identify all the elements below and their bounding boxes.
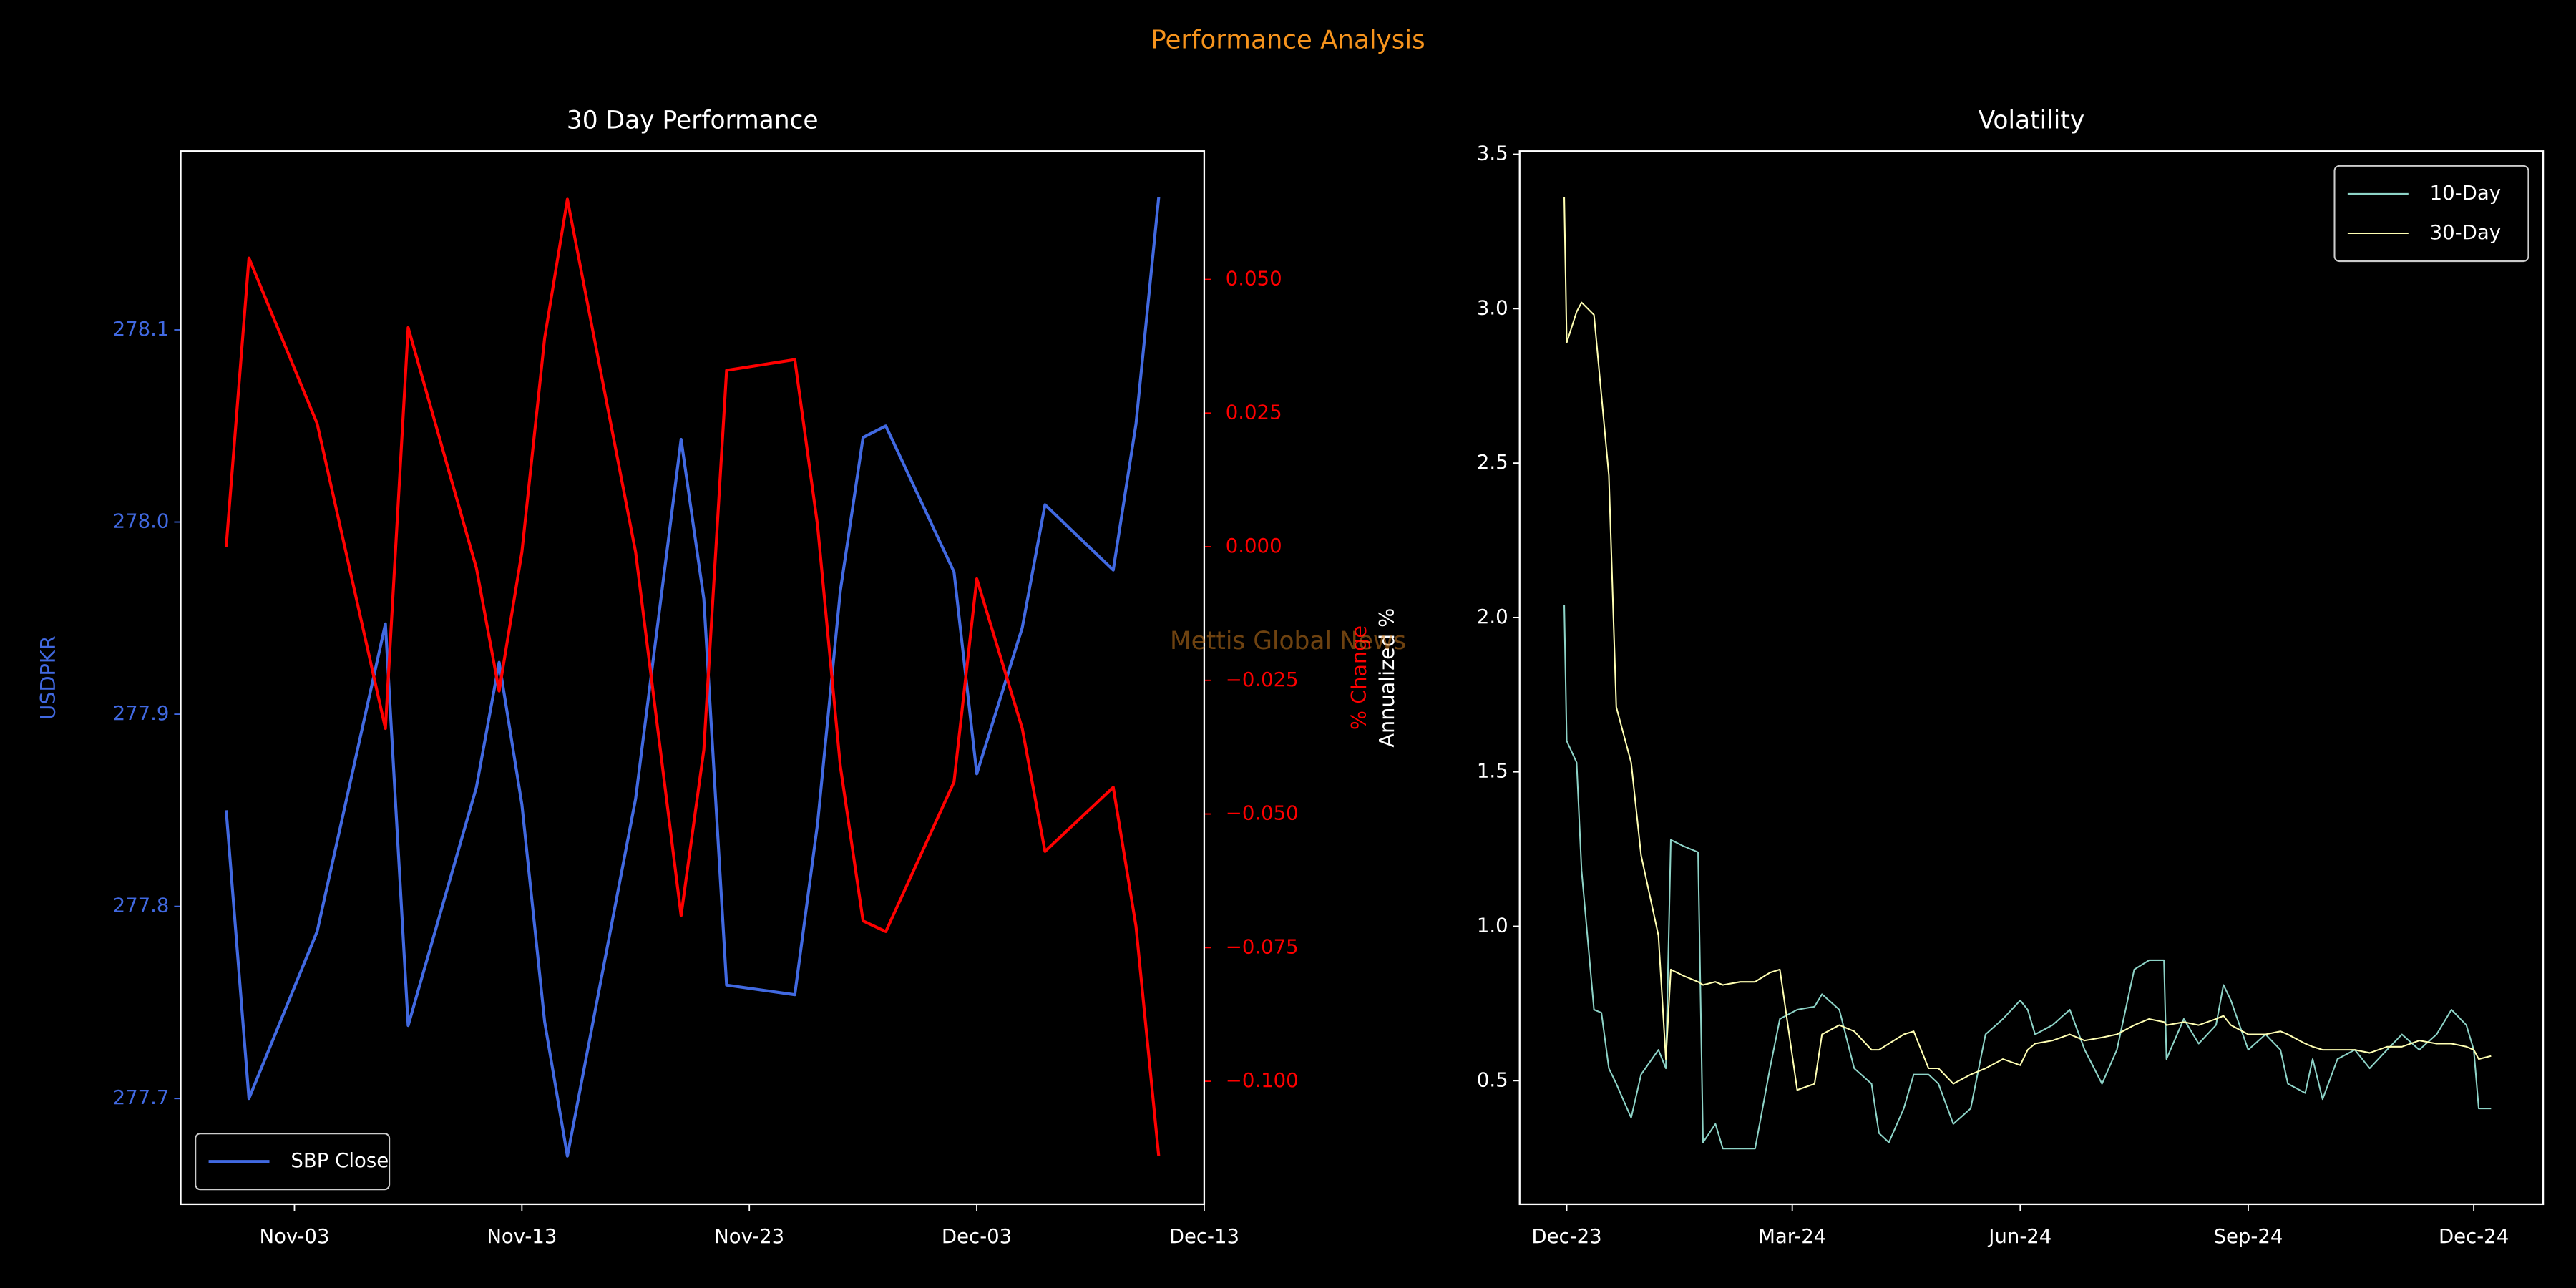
y2-tick-label: −0.050 [1226,802,1299,825]
x-tick-label: Dec-23 [1531,1225,1601,1248]
y-tick-label: 1.0 [1477,914,1508,937]
chart-title: 30 Day Performance [567,106,819,135]
series-line [1563,605,2492,1150]
x-tick-label: Jun-24 [1987,1225,2051,1248]
plot-frame [180,150,1206,1206]
series-line [1563,197,2492,1091]
legend-box [195,1133,391,1191]
x-tick-label: Dec-03 [942,1225,1012,1248]
y-tick-label: 278.1 [113,318,170,341]
series-line [225,197,1161,1158]
y2-tick-label: −0.100 [1226,1069,1299,1092]
x-tick-label: Sep-24 [2213,1225,2283,1248]
y-tick-label: 277.7 [113,1086,170,1109]
x-tick-label: Dec-13 [1169,1225,1239,1248]
y-tick-label: 3.0 [1477,296,1508,319]
y2-tick-label: 0.050 [1226,268,1282,291]
y2-tick-label: 0.000 [1226,535,1282,557]
y-tick-label: 0.5 [1477,1068,1508,1091]
chart-title: Volatility [1979,106,2085,135]
legend-label: 30-Day [2430,221,2501,244]
y2-tick-label: 0.025 [1226,401,1282,424]
y-tick-label: 277.8 [113,894,170,917]
x-tick-label: Dec-24 [2439,1225,2509,1248]
y-axis-label: USDPKR [36,635,60,719]
y-axis-label: Annualized % [1375,608,1399,748]
x-tick-label: Nov-03 [259,1225,329,1248]
y-tick-label: 2.5 [1477,451,1508,474]
y-tick-label: 1.5 [1477,760,1508,783]
x-tick-label: Nov-13 [487,1225,557,1248]
x-tick-label: Mar-24 [1758,1225,1826,1248]
y-tick-label: 2.0 [1477,605,1508,628]
x-tick-label: Nov-23 [714,1225,784,1248]
y2-tick-label: −0.075 [1226,935,1299,958]
watermark: Mettis Global News [1170,627,1406,655]
y2-tick-label: −0.025 [1226,668,1299,691]
y-tick-label: 3.5 [1477,142,1508,165]
y-tick-label: 278.0 [113,510,170,533]
y-tick-label: 277.9 [113,702,170,725]
legend-label: SBP Close [291,1149,389,1172]
legend-box [2333,165,2529,263]
figure-title: Performance Analysis [1151,25,1425,54]
series-line [225,197,1161,1156]
plot-frame [1518,150,2545,1206]
y2-axis-label: % Change [1347,625,1371,730]
legend-label: 10-Day [2430,182,2501,205]
